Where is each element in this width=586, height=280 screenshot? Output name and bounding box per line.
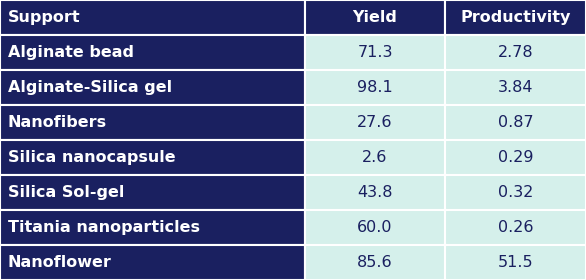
Text: 43.8: 43.8: [357, 185, 393, 200]
Text: 2.78: 2.78: [498, 45, 533, 60]
Text: Yield: Yield: [353, 10, 397, 25]
Bar: [0, 70, 305, 105]
Text: Nanofibers: Nanofibers: [8, 115, 107, 130]
Text: Support: Support: [8, 10, 80, 25]
Bar: [0, 210, 305, 245]
Text: 0.26: 0.26: [498, 220, 533, 235]
Bar: [0, 0, 305, 35]
Bar: [305, 245, 445, 280]
Text: Titania nanoparticles: Titania nanoparticles: [8, 220, 200, 235]
Bar: [305, 0, 445, 35]
Bar: [0, 105, 305, 140]
Text: 2.6: 2.6: [362, 150, 388, 165]
Text: 0.32: 0.32: [498, 185, 533, 200]
Bar: [305, 35, 445, 70]
Bar: [0, 245, 305, 280]
Text: 71.3: 71.3: [357, 45, 393, 60]
Bar: [445, 70, 586, 105]
Bar: [305, 105, 445, 140]
Text: Nanoflower: Nanoflower: [8, 255, 111, 270]
Text: 85.6: 85.6: [357, 255, 393, 270]
Bar: [0, 35, 305, 70]
Text: 60.0: 60.0: [357, 220, 393, 235]
Text: Silica Sol-gel: Silica Sol-gel: [8, 185, 124, 200]
Bar: [445, 0, 586, 35]
Bar: [445, 35, 586, 70]
Bar: [0, 140, 305, 175]
Text: Alginate-Silica gel: Alginate-Silica gel: [8, 80, 172, 95]
Bar: [445, 140, 586, 175]
Text: Silica nanocapsule: Silica nanocapsule: [8, 150, 175, 165]
Bar: [445, 105, 586, 140]
Text: 0.87: 0.87: [498, 115, 533, 130]
Bar: [305, 210, 445, 245]
Bar: [445, 175, 586, 210]
Bar: [0, 175, 305, 210]
Text: Productivity: Productivity: [461, 10, 571, 25]
Text: 98.1: 98.1: [357, 80, 393, 95]
Bar: [445, 210, 586, 245]
Text: Alginate bead: Alginate bead: [8, 45, 134, 60]
Text: 3.84: 3.84: [498, 80, 533, 95]
Bar: [305, 70, 445, 105]
Text: 0.29: 0.29: [498, 150, 533, 165]
Bar: [445, 245, 586, 280]
Bar: [305, 175, 445, 210]
Bar: [305, 140, 445, 175]
Text: 51.5: 51.5: [498, 255, 533, 270]
Text: 27.6: 27.6: [357, 115, 393, 130]
